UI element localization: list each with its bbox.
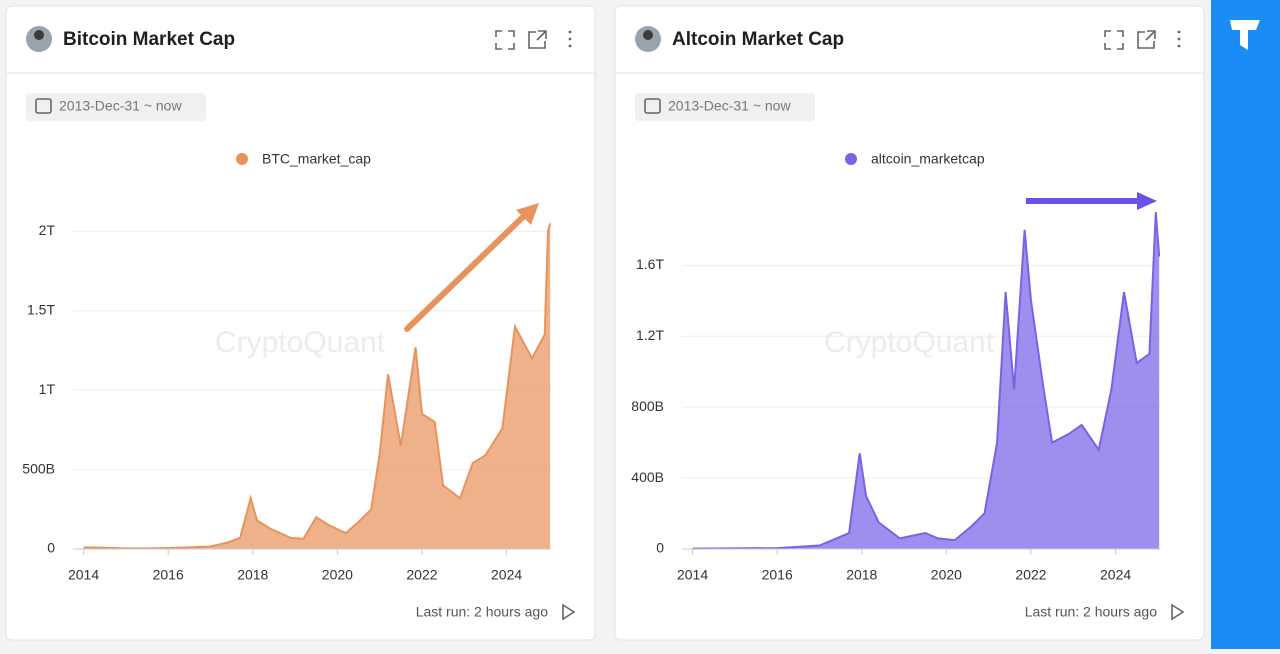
watermark: CryptoQuant — [215, 326, 386, 359]
x-tick-label: 2014 — [677, 567, 708, 583]
y-tick-label: 1.5T — [27, 301, 55, 317]
y-tick-label: 0 — [47, 540, 55, 556]
menu-dot[interactable] — [568, 37, 572, 41]
y-tick-label: 1T — [39, 381, 56, 397]
avatar-head — [34, 30, 44, 40]
date-range: 2013-Dec-31 ~ now — [59, 98, 182, 114]
x-tick-label: 2018 — [237, 567, 268, 583]
series-line — [83, 223, 552, 550]
panel-title: Altcoin Market Cap — [672, 29, 844, 50]
open-icon[interactable] — [528, 30, 547, 49]
menu-dot[interactable] — [1177, 30, 1181, 34]
date-chip[interactable] — [635, 93, 815, 121]
side-bar — [1211, 0, 1280, 649]
logo[interactable] — [1230, 20, 1260, 50]
run-button[interactable] — [1171, 603, 1185, 621]
menu-dot[interactable] — [568, 44, 572, 48]
annotation-arrowhead — [1137, 192, 1157, 210]
x-tick-label: 2024 — [1100, 567, 1131, 583]
date-range: 2013-Dec-31 ~ now — [668, 98, 791, 114]
expand-icon[interactable] — [1104, 30, 1124, 50]
x-tick-label: 2016 — [153, 567, 184, 583]
date-chip[interactable] — [26, 93, 206, 121]
calendar-icon — [644, 98, 661, 114]
y-tick-label: 800B — [631, 398, 664, 414]
area-fill — [83, 223, 551, 549]
x-tick-label: 2020 — [931, 567, 962, 583]
panel — [5, 5, 596, 641]
x-tick-label: 2022 — [406, 567, 437, 583]
legend-label[interactable]: altcoin_marketcap — [871, 151, 985, 167]
x-tick-label: 2020 — [322, 567, 353, 583]
legend-marker[interactable] — [236, 153, 248, 165]
menu-dot[interactable] — [568, 30, 572, 34]
y-tick-label: 1.2T — [636, 327, 664, 343]
annotation-arrow — [404, 212, 528, 332]
last-run: Last run: 2 hours ago — [1025, 604, 1158, 620]
menu-dot[interactable] — [1177, 44, 1181, 48]
calendar-icon — [35, 98, 52, 114]
watermark: CryptoQuant — [824, 326, 995, 359]
y-tick-label: 0 — [656, 540, 664, 556]
legend-marker[interactable] — [845, 153, 857, 165]
open-icon[interactable] — [1137, 30, 1156, 49]
expand-icon[interactable] — [495, 30, 515, 50]
x-tick-label: 2022 — [1015, 567, 1046, 583]
area-fill — [692, 212, 1160, 549]
y-tick-label: 400B — [631, 469, 664, 485]
annotation-arrowhead — [516, 203, 539, 225]
legend-label[interactable]: BTC_market_cap — [262, 151, 371, 167]
run-button[interactable] — [562, 603, 576, 621]
avatar-head — [643, 30, 653, 40]
x-tick-label: 2018 — [846, 567, 877, 583]
menu-dot[interactable] — [1177, 37, 1181, 41]
y-tick-label: 1.6T — [636, 256, 664, 272]
panel-title: Bitcoin Market Cap — [63, 29, 235, 50]
last-run: Last run: 2 hours ago — [416, 604, 549, 620]
y-tick-label: 500B — [22, 460, 55, 476]
x-tick-label: 2016 — [762, 567, 793, 583]
series-line — [692, 212, 1161, 550]
x-tick-label: 2014 — [68, 567, 99, 583]
y-tick-label: 2T — [39, 222, 56, 238]
x-tick-label: 2024 — [491, 567, 522, 583]
